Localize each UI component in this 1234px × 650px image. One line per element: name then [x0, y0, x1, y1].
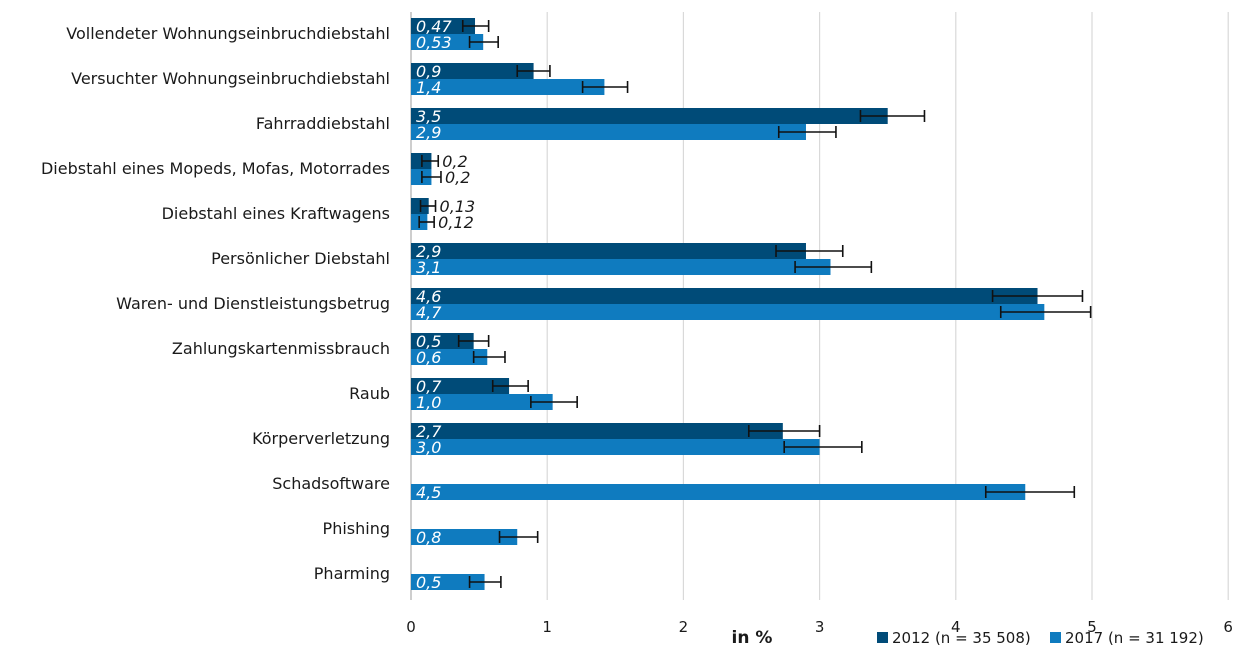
category-label: Diebstahl eines Mopeds, Mofas, Motorrade…	[41, 159, 390, 178]
bar-2012	[411, 378, 510, 394]
error-bar	[418, 216, 435, 228]
error-bar	[777, 126, 837, 138]
bar-2017	[411, 349, 488, 365]
x-tick-label: 1	[542, 618, 552, 636]
x-tick-label: 3	[815, 618, 825, 636]
data-label: 0,2	[442, 152, 467, 171]
bar-2012	[411, 18, 476, 34]
bar-2017	[411, 304, 1045, 320]
error-bar	[468, 36, 499, 48]
bars	[411, 18, 1045, 590]
error-bar	[984, 486, 1076, 498]
x-tick-label: 2	[679, 618, 689, 636]
bar-2017	[411, 394, 553, 410]
data-label: 2,9	[416, 242, 441, 261]
error-bar	[999, 306, 1092, 318]
error-bar	[491, 380, 529, 392]
x-axis-title: in %	[732, 628, 773, 648]
error-bar	[498, 531, 539, 543]
legend: 2012 (n = 35 508) 2017 (n = 31 192)	[877, 629, 1204, 647]
error-bar	[775, 245, 844, 257]
bar-2012	[411, 423, 783, 439]
error-bar	[461, 20, 490, 32]
x-tick-label: 5	[1087, 618, 1097, 636]
data-label: 0,6	[416, 348, 441, 367]
data-label: 3,1	[416, 258, 441, 277]
data-label: 3,5	[416, 107, 441, 126]
legend-swatch-2012	[877, 632, 888, 643]
bar-2017	[411, 124, 806, 140]
error-bar	[581, 81, 629, 93]
data-label: 0,8	[416, 528, 441, 547]
error-bar	[991, 290, 1084, 302]
data-label: 0,9	[416, 62, 441, 81]
error-bar	[472, 351, 506, 363]
bar-2012	[411, 288, 1038, 304]
category-label: Persönlicher Diebstahl	[211, 249, 390, 268]
data-label: 0,53	[416, 33, 452, 52]
error-bars	[418, 20, 1092, 588]
data-label: 0,2	[445, 168, 470, 187]
legend-label-2017: 2017 (n = 31 192)	[1065, 629, 1204, 647]
bar-2012	[411, 108, 888, 124]
category-labels: Vollendeter Wohnungseinbruchdiebstahl Ver…	[41, 24, 390, 583]
data-label: 0,13	[440, 197, 476, 216]
category-label: Waren- und Dienstleistungsbetrug	[116, 294, 390, 313]
data-label: 0,47	[416, 17, 452, 36]
error-bar	[421, 171, 442, 183]
data-label: 0,5	[416, 573, 441, 592]
legend-swatch-2017	[1050, 632, 1061, 643]
error-bar	[421, 155, 440, 167]
legend-label-2012: 2012 (n = 35 508)	[892, 629, 1031, 647]
category-label: Phishing	[323, 519, 390, 538]
error-bar	[516, 65, 551, 77]
bar-2017	[411, 34, 484, 50]
error-bar	[859, 110, 926, 122]
data-label: 1,4	[416, 78, 441, 97]
bar-2012	[411, 243, 806, 259]
bar-2017	[411, 529, 518, 545]
data-label: 3,0	[416, 438, 441, 457]
category-label: Fahrraddiebstahl	[256, 114, 390, 133]
data-label: 1,0	[416, 393, 441, 412]
bar-2017	[411, 574, 485, 590]
error-bar	[468, 576, 502, 588]
error-bar	[457, 335, 490, 347]
data-label: 0,12	[438, 213, 474, 232]
data-label: 4,6	[416, 287, 441, 306]
category-label: Schadsoftware	[272, 474, 390, 493]
data-label: 2,9	[416, 123, 441, 142]
data-label: 4,5	[416, 483, 441, 502]
data-label: 0,5	[416, 332, 441, 351]
error-bar	[794, 261, 873, 273]
x-tick-label: 6	[1223, 618, 1233, 636]
bar-2017	[411, 439, 820, 455]
error-bar	[747, 425, 821, 437]
bar-2017	[411, 484, 1026, 500]
category-label: Körperverletzung	[252, 429, 390, 448]
data-label: 4,7	[416, 303, 442, 322]
value-labels: 0,470,530,91,43,52,90,20,20,130,122,93,1…	[416, 17, 475, 592]
data-label: 0,7	[416, 377, 442, 396]
bar-2017	[411, 259, 831, 275]
x-tick-labels: 0 1 2 3 4 5 6	[406, 618, 1233, 636]
error-bar	[419, 200, 437, 212]
error-bar	[783, 441, 863, 453]
bar-2017	[411, 79, 605, 95]
category-label: Zahlungskartenmissbrauch	[172, 339, 390, 358]
x-tick-label: 4	[951, 618, 961, 636]
category-label: Pharming	[314, 564, 390, 583]
category-label: Diebstahl eines Kraftwagens	[162, 204, 390, 223]
category-label: Raub	[349, 384, 390, 403]
x-tick-label: 0	[406, 618, 416, 636]
category-label: Versuchter Wohnungseinbruchdiebstahl	[71, 69, 390, 88]
category-label: Vollendeter Wohnungseinbruchdiebstahl	[66, 24, 390, 43]
data-label: 2,7	[416, 422, 442, 441]
bar-2012	[411, 63, 534, 79]
error-bar	[530, 396, 578, 408]
